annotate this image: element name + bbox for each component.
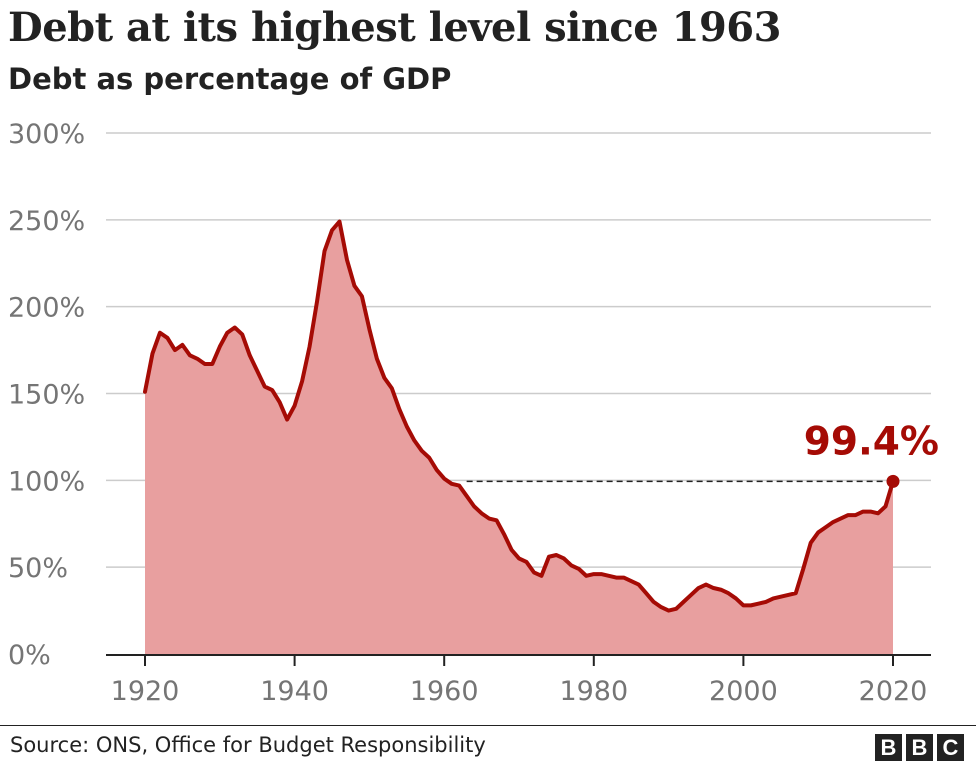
x-tick-label: 1960 [410,676,479,707]
logo-letter: C [937,734,964,761]
x-tick-label: 1920 [111,676,180,707]
x-tick-label: 1940 [260,676,329,707]
y-axis-ticks: 300% 250% 200% 150% 100% 50% 0% [8,119,85,671]
y-tick-label: 300% [8,119,85,150]
x-tick-label: 2020 [859,676,928,707]
footer: Source: ONS, Office for Budget Responsib… [0,725,976,763]
bbc-logo: B B C [875,734,964,761]
latest-value-label: 99.4% [804,419,939,464]
x-tick-label: 2000 [709,676,778,707]
y-tick-label: 150% [8,380,85,411]
y-tick-label: 50% [8,553,68,584]
chart-subtitle: Debt as percentage of GDP [8,62,452,96]
debt-area-fill [145,221,893,654]
latest-value-marker [886,474,900,488]
debt-series-line [143,219,895,613]
y-tick-label: 0% [8,640,51,671]
source-note: Source: ONS, Office for Budget Responsib… [10,733,486,757]
y-tick-label: 100% [8,466,85,497]
x-axis-ticks: 1920 1940 1960 1980 2000 2020 [111,655,928,707]
chart-plot: 300%250%200%150%100%50%0% 1920 1940 1960 19… [8,119,939,707]
x-tick-label: 1980 [559,676,628,707]
y-tick-label: 250% [8,206,85,237]
logo-letter: B [906,734,933,761]
y-tick-label: 200% [8,293,85,324]
logo-letter: B [875,734,902,761]
chart-title: Debt at its highest level since 1963 [8,4,781,51]
